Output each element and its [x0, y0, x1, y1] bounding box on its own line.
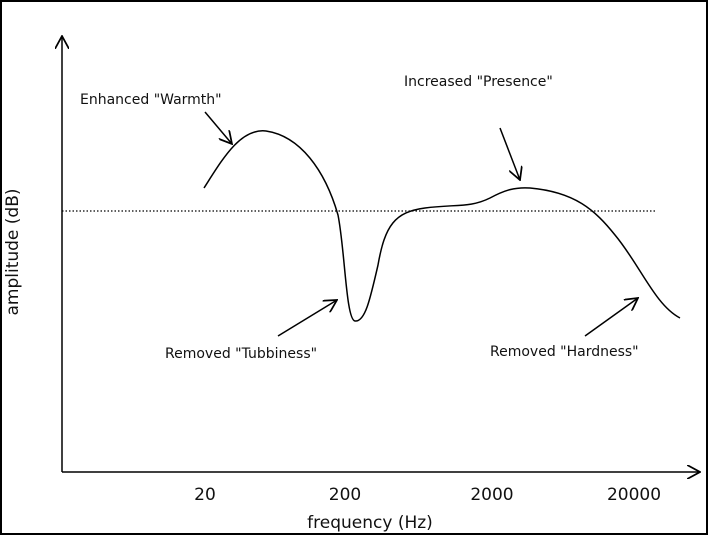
annotation: Removed "Tubbiness" — [165, 346, 317, 362]
x-tick-label: 200 — [329, 485, 361, 505]
annotation-arrow — [499, 127, 520, 180]
annotation: Increased "Presence" — [404, 74, 553, 90]
annotation: Enhanced "Warmth" — [80, 92, 222, 108]
y-axis-label: amplitude (dB) — [3, 188, 23, 315]
eq-curve — [203, 130, 681, 322]
x-axis-label: frequency (Hz) — [307, 513, 433, 533]
annotation: Removed "Hardness" — [490, 344, 639, 360]
x-tick-label: 20000 — [607, 485, 661, 505]
x-tick-label: 20 — [194, 485, 216, 505]
annotation-arrow — [277, 300, 337, 337]
x-tick-label: 2000 — [470, 485, 513, 505]
annotation-arrow — [584, 298, 638, 337]
annotation-arrow — [204, 111, 232, 144]
